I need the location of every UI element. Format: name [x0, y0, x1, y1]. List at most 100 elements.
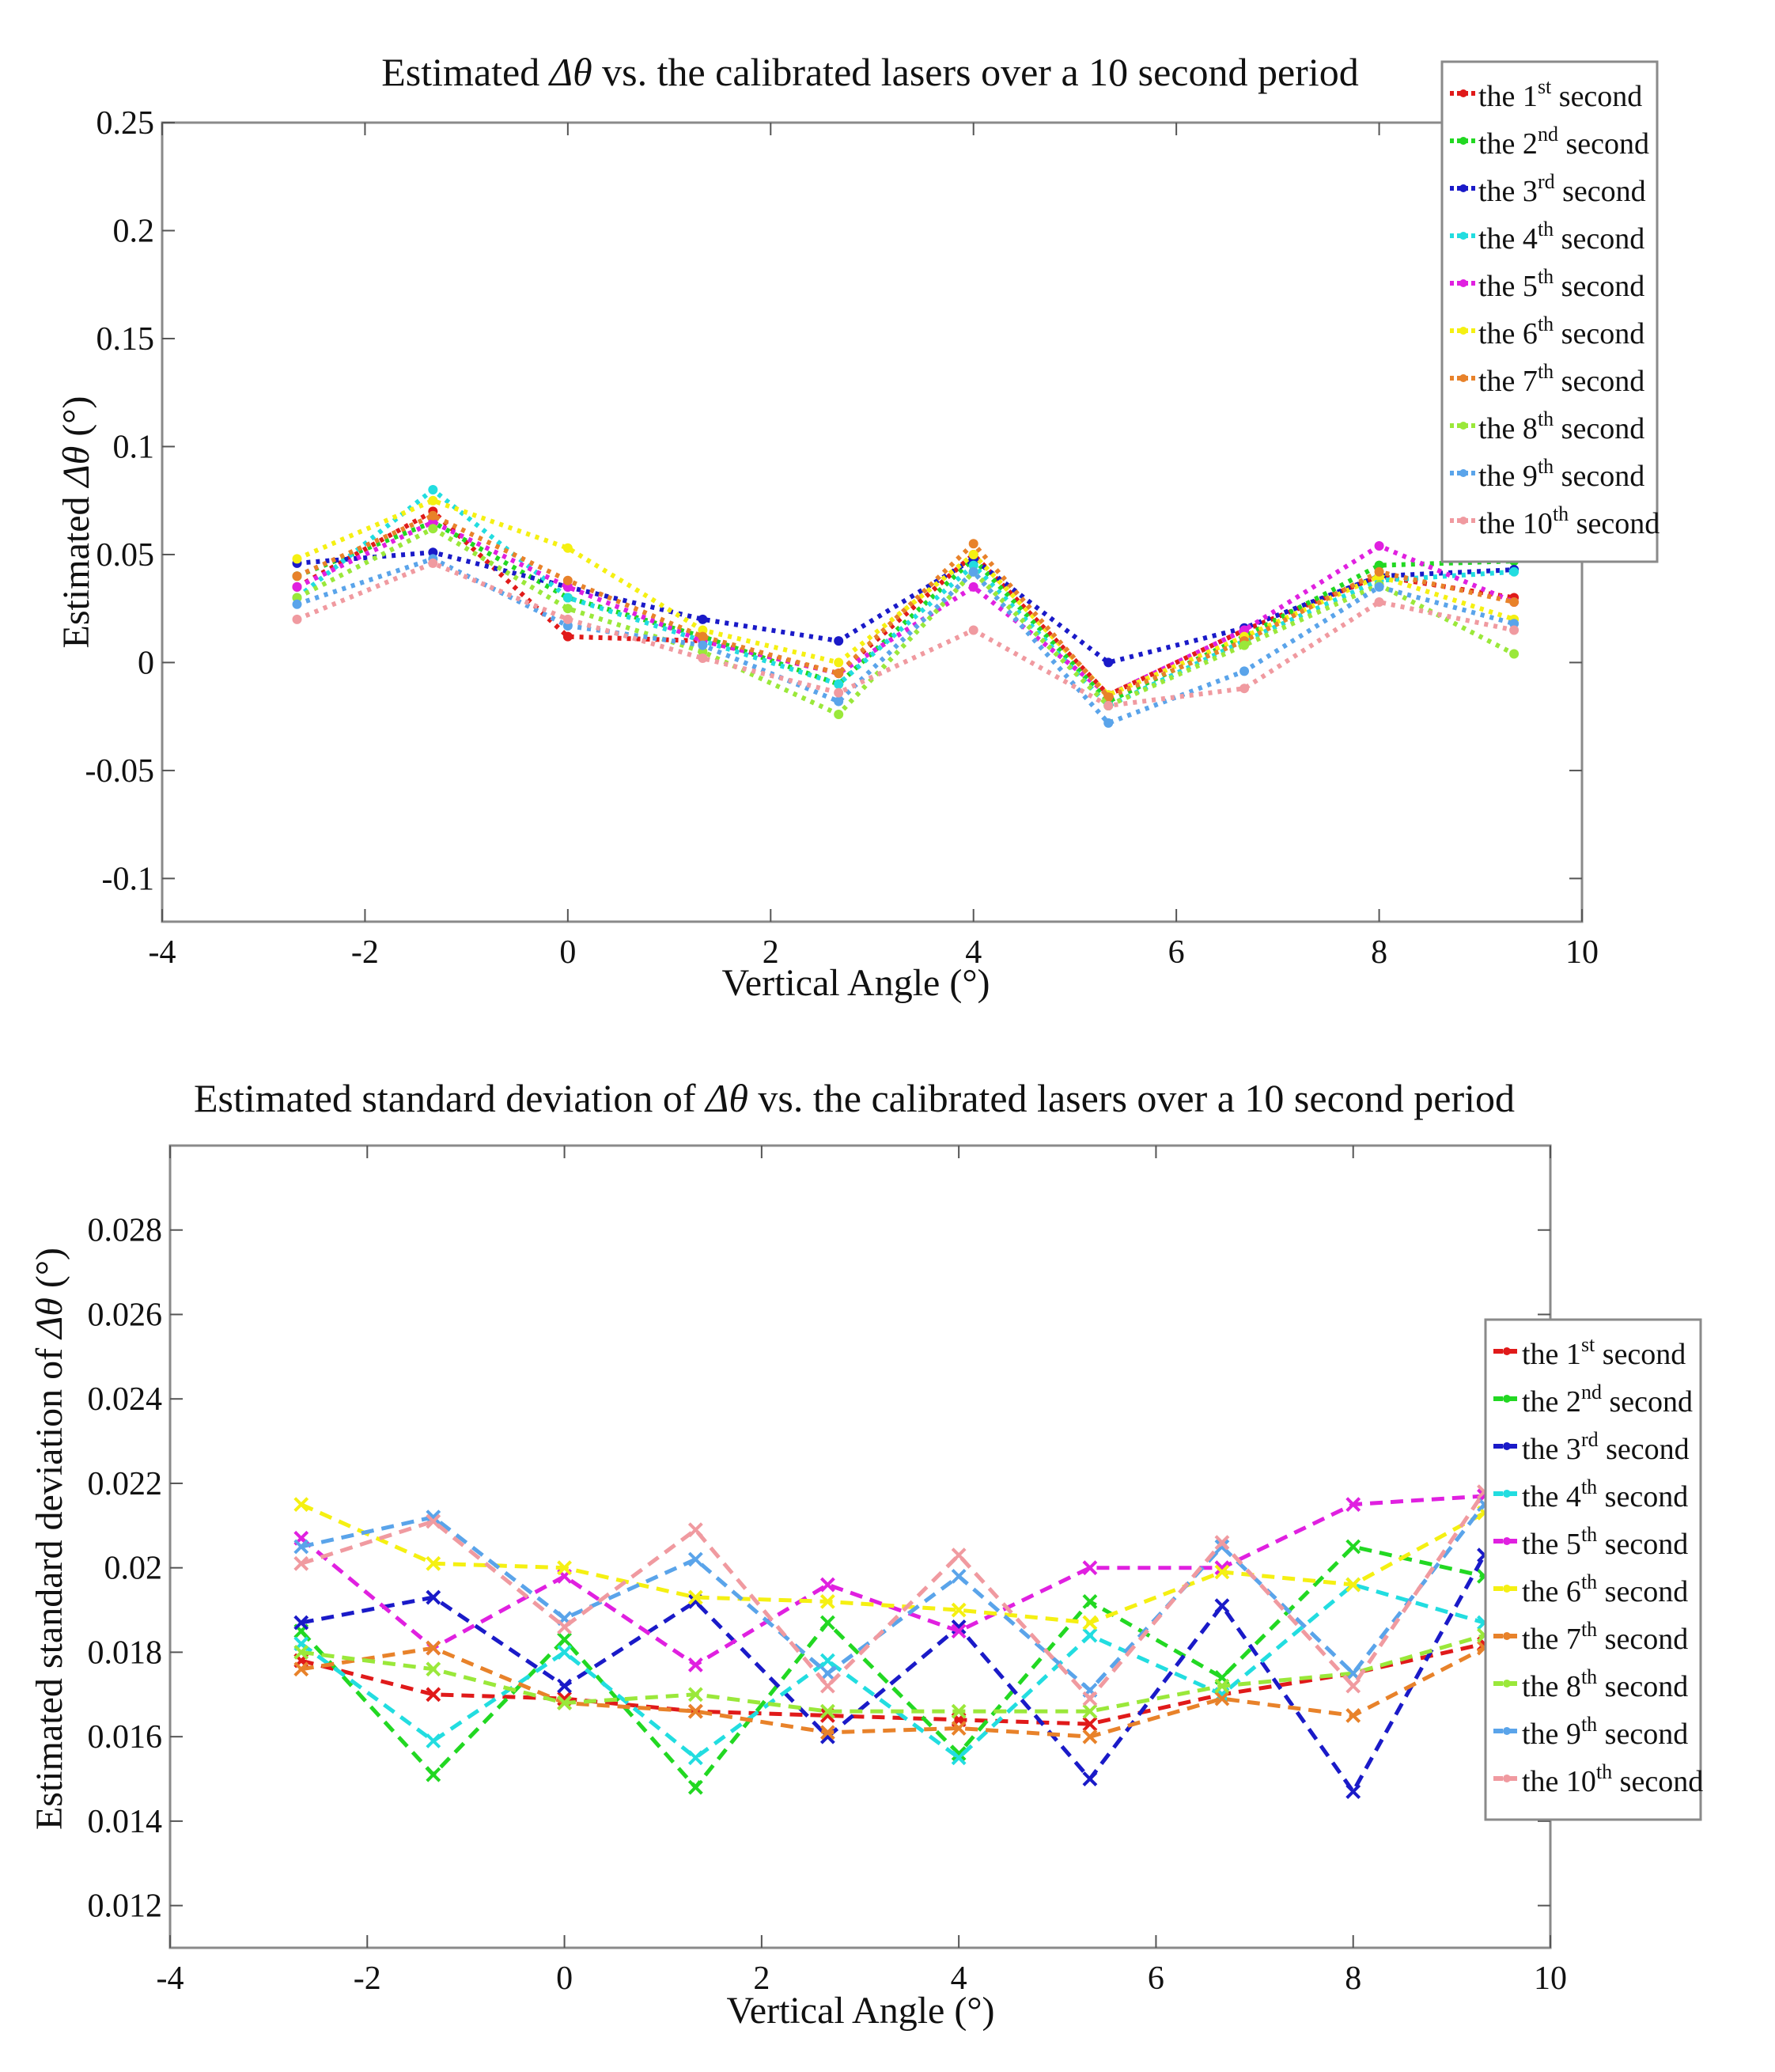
- data-point: [428, 510, 438, 521]
- legend-item: the 6th second: [1493, 1570, 1688, 1608]
- legend-box: [1484, 1318, 1702, 1821]
- data-point: [819, 1577, 835, 1593]
- chart-1-y-label: Estimated Δθ (°): [55, 396, 97, 649]
- series-line: [296, 520, 1516, 698]
- series-line: [296, 513, 1515, 700]
- data-point: [562, 575, 573, 585]
- data-point: [1345, 1784, 1361, 1799]
- series-line: [295, 487, 1515, 708]
- data-point: [557, 1645, 572, 1660]
- x-tick-label: 4: [965, 934, 982, 971]
- legend-label: the 8th second: [1522, 1665, 1688, 1703]
- data-point: [562, 604, 573, 614]
- legend-item: the 4th second: [1493, 1475, 1688, 1513]
- legend-label: the 9th second: [1522, 1713, 1688, 1751]
- chart-2-title: Estimated standard deviation of Δθ vs. t…: [194, 1076, 1515, 1120]
- x-tick-label: -2: [351, 934, 379, 971]
- legend-marker: [1459, 327, 1467, 335]
- legend-item: the 9th second: [1493, 1713, 1688, 1751]
- data-point: [557, 1678, 572, 1694]
- y-tick-label: 0: [138, 645, 154, 681]
- data-point: [819, 1725, 835, 1741]
- chart-1-series: [292, 485, 1520, 728]
- legend-marker: [1503, 1347, 1511, 1355]
- data-point: [819, 1593, 835, 1609]
- data-point: [426, 1661, 441, 1677]
- legend-item: the 2nd second: [1450, 123, 1649, 161]
- legend-item: the 2nd second: [1493, 1381, 1693, 1419]
- x-tick-label: -2: [354, 1960, 381, 1997]
- chart-2-plot-area: [168, 1144, 1552, 1949]
- data-point: [557, 1631, 572, 1647]
- data-point: [1082, 1560, 1098, 1576]
- legend-item: the 1st second: [1450, 75, 1642, 113]
- data-point: [968, 625, 978, 635]
- legend-label: the 3rd second: [1478, 170, 1646, 208]
- data-point: [1345, 1708, 1361, 1723]
- series-line: [296, 560, 1515, 708]
- series-8: [292, 524, 1520, 719]
- x-tick-label: 2: [753, 1960, 770, 1997]
- legend-label: the 10th second: [1522, 1760, 1703, 1798]
- y-tick-label: 0.25: [97, 105, 155, 142]
- data-point: [1374, 541, 1384, 551]
- data-point: [687, 1589, 703, 1605]
- data-point: [1082, 1716, 1098, 1732]
- series-line: [301, 1633, 1485, 1714]
- data-point: [428, 558, 438, 568]
- data-point: [834, 657, 844, 668]
- data-point: [557, 1695, 572, 1710]
- y-tick-label: 0.15: [97, 321, 155, 358]
- legend-label: the 2nd second: [1478, 123, 1649, 161]
- series-line: [300, 1494, 1485, 1667]
- data-point: [834, 709, 844, 719]
- data-point: [426, 1687, 441, 1703]
- data-point: [428, 524, 438, 534]
- legend-item: the 9th second: [1450, 455, 1644, 493]
- data-point: [687, 1703, 703, 1719]
- data-point: [426, 1589, 441, 1605]
- legend-label: the 4th second: [1522, 1475, 1688, 1513]
- y-tick-label: 0.028: [88, 1213, 163, 1249]
- series-3: [293, 1547, 1492, 1799]
- legend-label: the 7th second: [1478, 360, 1644, 398]
- data-point: [1214, 1678, 1230, 1694]
- chart-1-title: Estimated Δθ vs. the calibrated lasers o…: [381, 50, 1358, 94]
- data-point: [426, 1513, 441, 1529]
- legend-marker: [1459, 517, 1467, 525]
- data-point: [687, 1687, 703, 1703]
- data-point: [1103, 701, 1114, 711]
- data-point: [968, 581, 978, 592]
- data-point: [687, 1750, 703, 1766]
- legend-marker: [1503, 1395, 1511, 1403]
- data-point: [698, 640, 708, 650]
- x-tick-label: 6: [1168, 934, 1185, 971]
- data-point: [428, 495, 438, 506]
- x-tick-label: 2: [763, 934, 779, 971]
- legend-item: the 1st second: [1493, 1333, 1686, 1371]
- chart-1-axes: -4 -2 0 2 4 6 8 10 -0.1 -0.05 0 0.05 0.1 0.15 0.2 0.25: [85, 105, 1599, 971]
- data-point: [951, 1568, 967, 1584]
- data-point: [1345, 1678, 1361, 1694]
- data-point: [819, 1665, 835, 1681]
- y-tick-label: 0.026: [88, 1297, 163, 1333]
- legend-marker: [1459, 89, 1467, 97]
- legend-label: the 2nd second: [1522, 1381, 1693, 1419]
- data-point: [293, 1497, 309, 1513]
- data-point: [293, 1539, 309, 1555]
- legend-item: the 8th second: [1493, 1665, 1688, 1703]
- data-point: [426, 1555, 441, 1571]
- x-tick-label: -4: [149, 934, 176, 971]
- data-point: [1374, 597, 1384, 607]
- legend-marker: [1459, 279, 1467, 287]
- chart-2-legend: the 1st second the 2nd second the 3rd seco…: [1484, 1318, 1703, 1821]
- x-tick-label: 6: [1148, 1960, 1164, 1997]
- data-point: [951, 1721, 967, 1736]
- y-tick-label: 0.1: [113, 429, 155, 465]
- data-point: [834, 688, 844, 698]
- data-point: [951, 1750, 967, 1766]
- data-point: [819, 1615, 835, 1631]
- data-point: [293, 1555, 309, 1571]
- legend-label: the 10th second: [1478, 502, 1660, 540]
